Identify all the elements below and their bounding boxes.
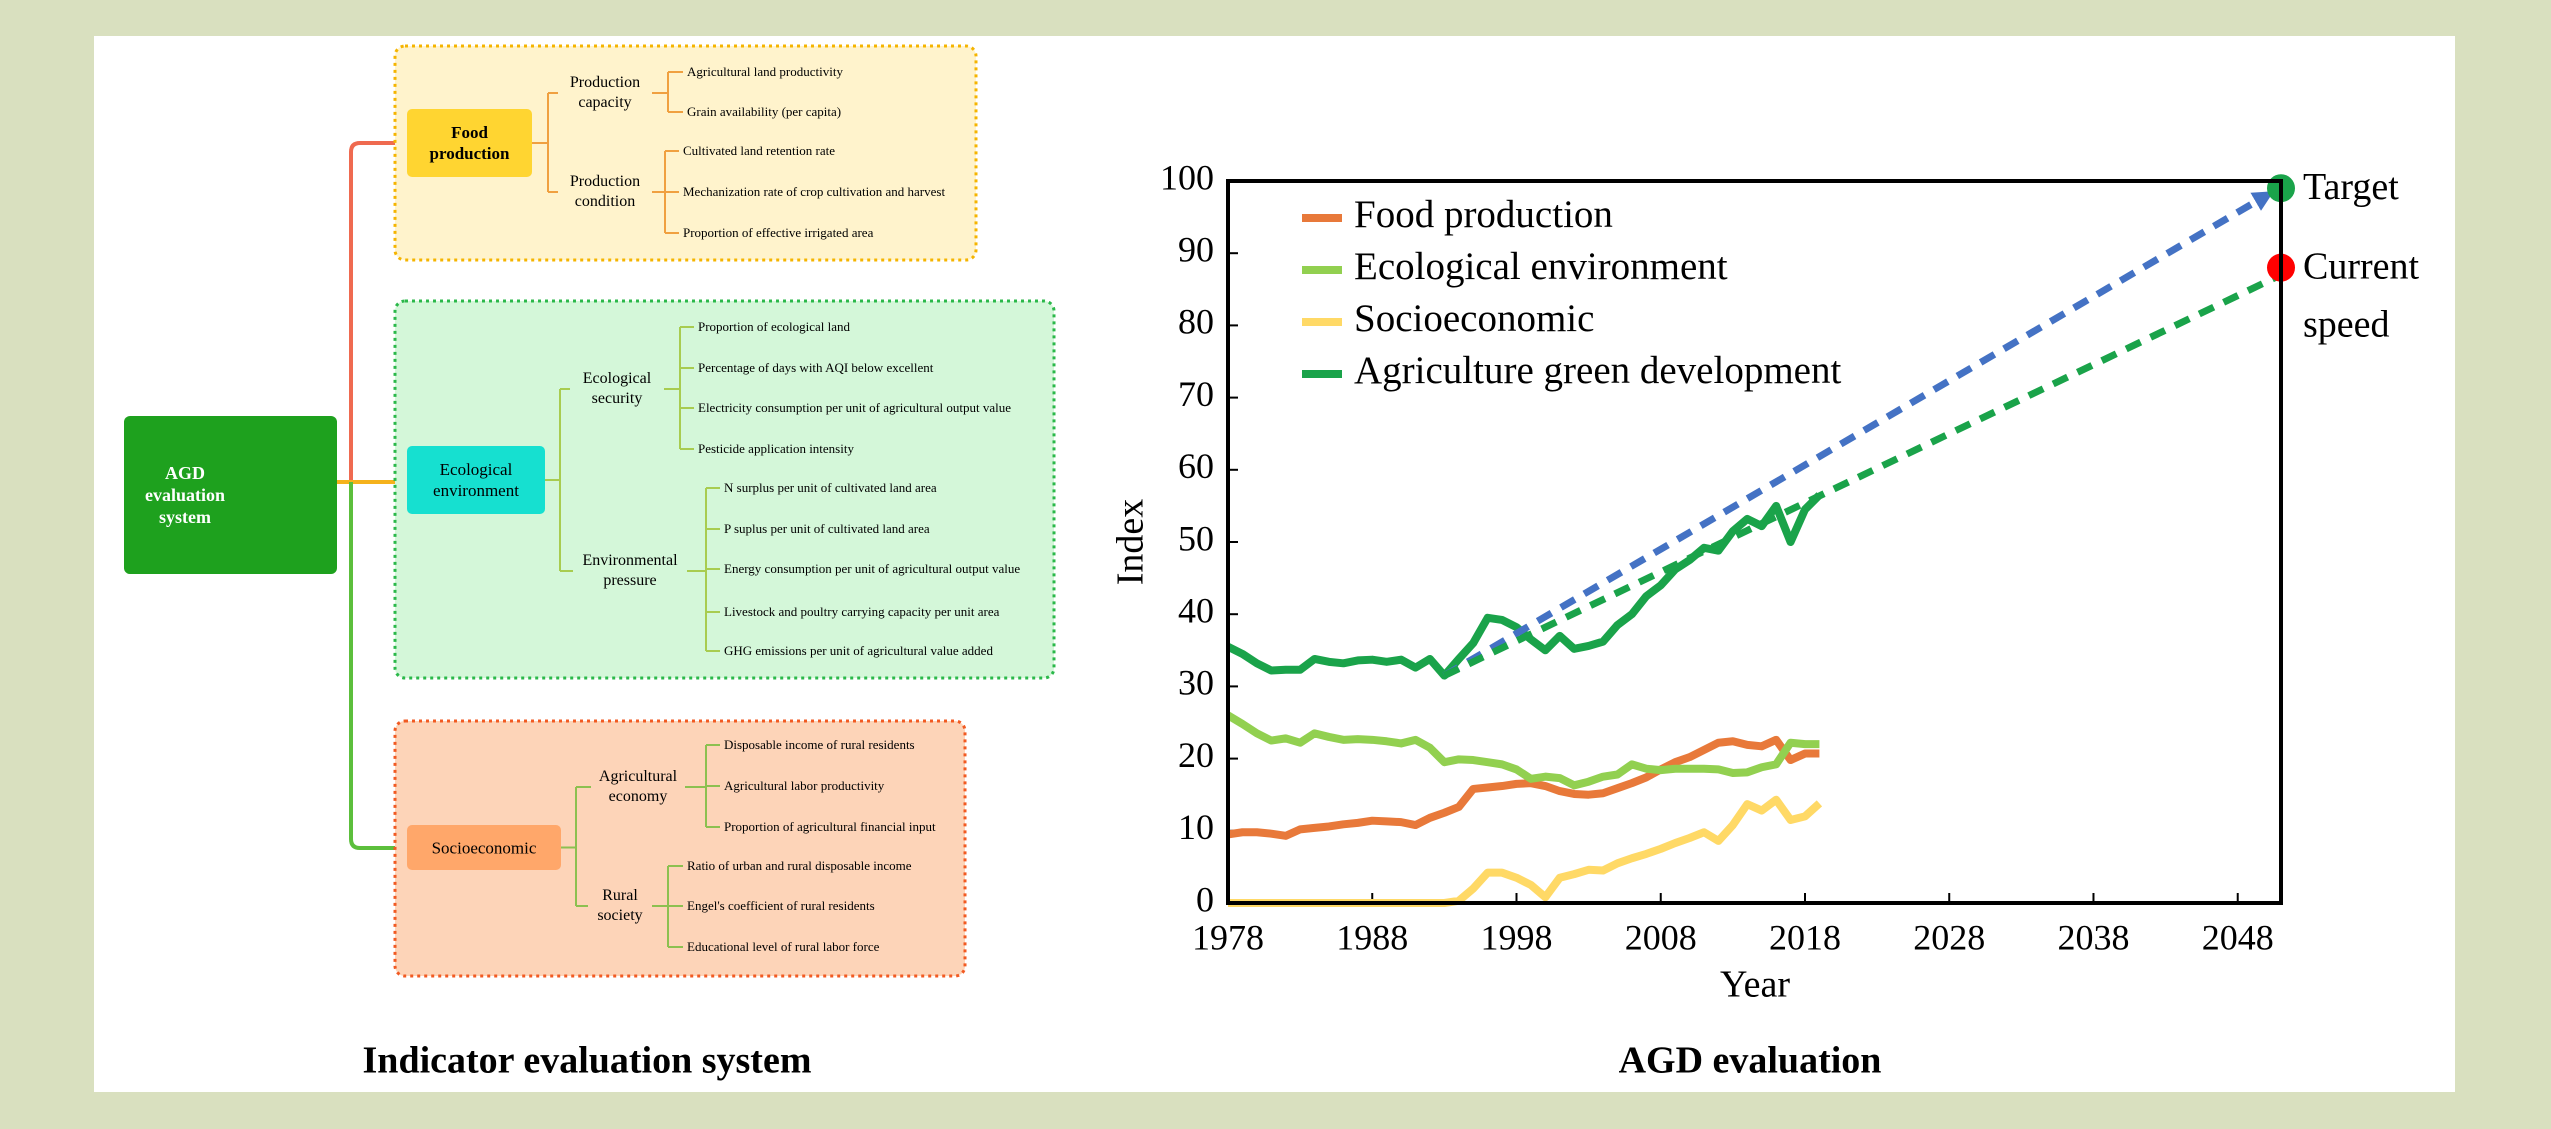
category-label: Socioeconomic [431,838,537,857]
subgroup-label: Rural society [597,887,643,924]
category-box [407,446,545,514]
marker-label: Current [2303,245,2420,287]
indicator-label: Mechanization rate of crop cultivation a… [683,184,946,199]
root-label: AGD evaluation system [144,463,225,527]
subgroup-label: Production condition [569,173,641,210]
y-tick-label: 70 [1178,374,1214,414]
category-box [407,109,532,177]
projection-line [1442,191,2274,679]
y-tick-label: 30 [1178,663,1214,703]
x-tick-label: 1998 [1480,917,1552,957]
diagram-caption: Indicator evaluation system [363,1040,812,1082]
group-box [393,44,978,262]
indicator-label: P suplus per unit of cultivated land are… [724,521,930,536]
marker-label: Target [2303,166,2399,208]
indicator-label: Proportion of ecological land [698,319,850,334]
legend-label: Agriculture green development [1354,349,1841,392]
subgroup-label: Production capacity [569,74,641,111]
indicator-label: Cultivated land retention rate [683,143,835,158]
x-tick-label: 2028 [1913,917,1985,957]
indicator-label: Agricultural land productivity [687,64,843,79]
y-tick-label: 10 [1178,807,1214,847]
legend-label: Ecological environment [1354,245,1728,288]
x-tick-label: 1978 [1192,917,1264,957]
series-line [1227,735,1820,840]
x-tick-label: 1988 [1336,917,1408,957]
x-tick-label: 2038 [2057,917,2129,957]
marker-label: speed [2303,303,2390,345]
indicator-label: Pesticide application intensity [698,441,854,456]
indicator-label: Percentage of days with AQI below excell… [698,360,934,375]
y-tick-label: 40 [1178,590,1214,630]
connector [545,389,561,571]
y-tick-label: 50 [1178,518,1214,558]
indicator-label: Disposable income of rural residents [724,737,915,752]
x-axis-label: Year [1720,964,1790,1006]
subgroup-label: Ecological security [582,370,652,407]
indicator-label: Proportion of effective irrigated area [683,225,874,240]
x-tick-label: 2018 [1769,917,1841,957]
category-label: Food production [429,123,510,163]
series-line [1226,492,1823,680]
indicator-label: Proportion of agricultural financial inp… [724,819,936,834]
projection-line [1442,271,2283,679]
indicator-label: Energy consumption per unit of agricultu… [724,561,1021,576]
chart-title: AGD evaluation [1619,1040,1882,1082]
x-tick-label: 2048 [2202,917,2274,957]
indicator-label: Engel's coefficient of rural residents [687,898,875,913]
plot-frame [1226,179,2283,905]
y-axis-label: Index [1110,499,1152,586]
indicator-label: Livestock and poultry carrying capacity … [724,604,1000,619]
connector [664,327,681,449]
y-tick-label: 20 [1178,735,1214,775]
indicator-label: GHG emissions per unit of agricultural v… [724,643,993,658]
connector [561,787,577,906]
y-tick-label: 0 [1196,879,1214,919]
indicator-label: Educational level of rural labor force [687,939,880,954]
subgroup-label: Environmental pressure [582,552,678,589]
legend-label: Socioeconomic [1354,297,1594,340]
y-tick-label: 60 [1178,446,1214,486]
connector [532,93,549,192]
connector [349,141,407,482]
indicator-label: Ratio of urban and rural disposable inco… [687,858,912,873]
legend-label: Food production [1354,193,1613,236]
indicator-label: Electricity consumption per unit of agri… [698,400,1011,415]
y-tick-label: 80 [1178,302,1214,342]
group-box [393,719,967,978]
x-tick-label: 2008 [1625,917,1697,957]
connector [349,482,407,850]
y-tick-label: 90 [1178,229,1214,269]
connector [652,72,669,112]
indicator-label: N surplus per unit of cultivated land ar… [724,480,937,495]
indicator-label: Agricultural labor productivity [724,778,885,793]
root-box [124,416,337,574]
y-tick-label: 100 [1160,157,1214,197]
series-line [1225,711,1820,790]
category-box [407,825,561,870]
subgroup-label: Agricultural economy [598,768,678,805]
indicator-label: Grain availability (per capita) [687,104,842,119]
category-label: Ecological environment [433,460,519,500]
